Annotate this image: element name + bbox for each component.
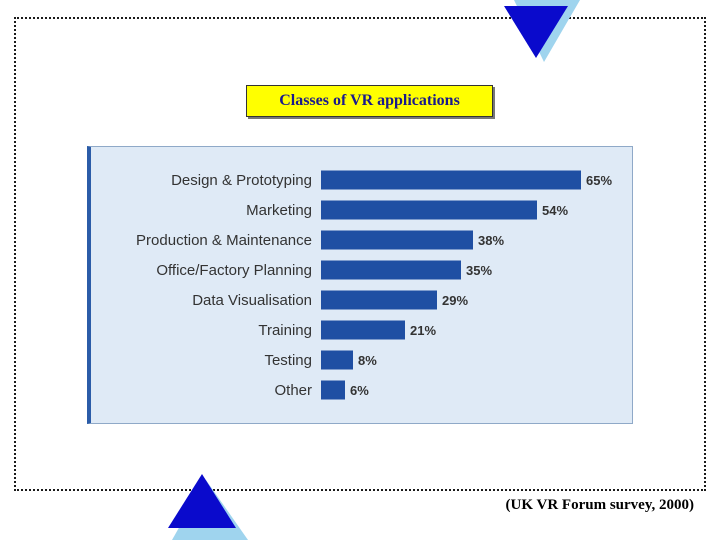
bar-data-visualisation [321,290,437,310]
category-label-other: Other [274,382,312,399]
category-label-training: Training [258,322,312,339]
category-label-data-visualisation: Data Visualisation [192,292,312,309]
bar-marketing [321,200,537,220]
bar-chart: Design & Prototyping 65% Marketing 54% Produ… [136,170,612,400]
value-label-training: 21% [410,323,436,338]
triangle-up-icon [168,474,248,540]
category-label-production-maintenance: Production & Maintenance [136,232,312,249]
triangle-down-icon [504,0,580,62]
category-label-marketing: Marketing [246,202,312,219]
slide-frame [14,17,706,491]
bar-production-maintenance [321,230,473,250]
category-label-office-factory-planning: Office/Factory Planning [156,262,312,279]
value-label-data-visualisation: 29% [442,293,468,308]
bar-design-prototyping [321,170,581,190]
value-label-design-prototyping: 65% [586,173,612,188]
chart-panel: Design & Prototyping 65% Marketing 54% Produ… [87,146,633,424]
slide-title: Classes of VR applications [246,85,493,117]
bar-training [321,320,405,340]
bar-other [321,380,345,400]
category-label-design-prototyping: Design & Prototyping [171,172,312,189]
bar-office-factory-planning [321,260,461,280]
value-label-testing: 8% [358,353,377,368]
category-label-testing: Testing [264,352,312,369]
bar-testing [321,350,353,370]
value-label-other: 6% [350,383,369,398]
source-caption: (UK VR Forum survey, 2000) [505,497,694,513]
value-label-marketing: 54% [542,203,568,218]
value-label-production-maintenance: 38% [478,233,504,248]
value-label-office-factory-planning: 35% [466,263,492,278]
